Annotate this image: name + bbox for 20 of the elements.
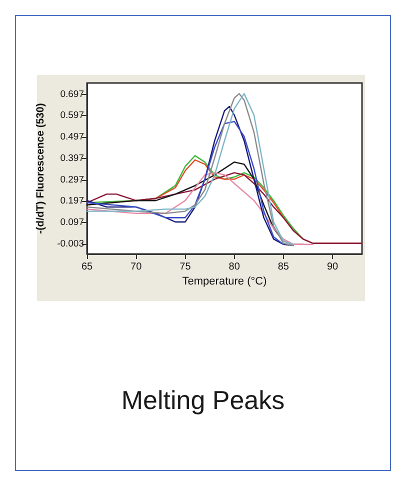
x-axis-title: Temperature (°C) (182, 276, 267, 288)
y-axis-title: -(d/dT) Fluorescence (530) (34, 103, 47, 234)
y-tick-label: 0.597 (60, 110, 84, 122)
text: Melting Peaks (121, 385, 285, 415)
y-tick-label: 0.697 (60, 88, 84, 100)
y-tick-label: 0.297 (60, 174, 84, 186)
y-tick-label: -0.003 (57, 238, 84, 250)
x-tick-label: 90 (326, 262, 339, 272)
y-tick-label: 0.097 (60, 217, 84, 228)
x-tick-label: 85 (278, 262, 290, 272)
x-tick-label: 80 (228, 262, 240, 272)
y-tick-label: 0.197 (60, 196, 84, 207)
x-tick-label: 75 (180, 262, 192, 272)
x-tick-label: 65 (81, 262, 93, 272)
line-series (86, 172, 363, 244)
y-tick-label: 0.397 (60, 152, 84, 164)
line-series (86, 120, 284, 246)
line-series (86, 172, 314, 246)
x-tick-label: 70 (130, 262, 142, 272)
y-tick-label: 0.497 (60, 132, 84, 143)
